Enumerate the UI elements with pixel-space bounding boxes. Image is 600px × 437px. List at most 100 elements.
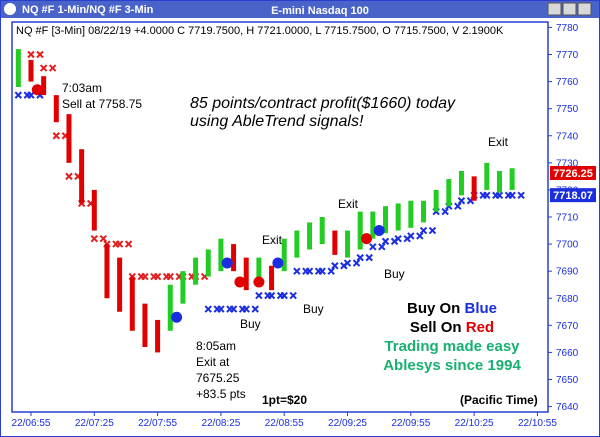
stop-marker	[457, 197, 475, 205]
stop-marker	[103, 240, 120, 248]
price-tag	[550, 188, 596, 203]
stop-marker	[356, 253, 373, 262]
annotation: Exit	[338, 197, 359, 211]
stop-marker	[242, 305, 259, 313]
annotation: using AbleTrend signals!	[190, 113, 364, 130]
stop-marker	[495, 191, 513, 200]
y-tick-label: 7680	[556, 294, 579, 305]
stop-marker	[204, 305, 221, 313]
stop-marker	[343, 259, 361, 267]
promo-line: Buy On Blue	[407, 300, 497, 317]
annotation: +83.5 pts	[196, 387, 246, 401]
stop-marker	[419, 226, 437, 235]
annotation: 8:05am	[196, 339, 236, 353]
signal-dot	[373, 225, 385, 237]
signal-dot	[234, 276, 246, 288]
annotation: 7:03am	[62, 81, 102, 95]
plot-area	[11, 21, 549, 413]
stop-marker	[141, 272, 158, 281]
y-tick-label: 7670	[556, 321, 579, 332]
y-tick-label: 7700	[556, 240, 579, 251]
stop-marker	[128, 272, 145, 281]
y-tick-label: 7660	[556, 348, 579, 359]
x-tick-label: 22/10:55	[518, 418, 557, 429]
annotation: (Pacific Time)	[460, 393, 538, 407]
stop-marker	[445, 202, 462, 210]
stop-marker	[217, 305, 234, 313]
signal-dot	[171, 311, 183, 323]
y-tick-label: 7770	[556, 50, 579, 61]
signal-dot	[361, 233, 373, 245]
stop-marker	[115, 240, 133, 248]
promo-text: Ablesys since 1994	[383, 357, 521, 374]
y-tick-label: 7690	[556, 267, 579, 278]
stop-marker	[305, 267, 323, 275]
annotation: Buy	[303, 302, 324, 316]
maximize-button[interactable]	[562, 2, 577, 16]
x-tick-label: 22/06:55	[12, 418, 51, 429]
y-tick-label: 7640	[556, 402, 579, 413]
window-buttons	[547, 2, 592, 16]
stop-marker	[394, 234, 411, 243]
price-tag-label: 7726.25	[553, 168, 593, 180]
stop-marker	[483, 191, 500, 200]
stop-marker	[27, 50, 44, 59]
bar-header: NQ #F [3-Min] 08/22/19 +4.0000 C 7719.75…	[16, 25, 504, 37]
window-title: NQ #F 1-Min/NQ #F 3-Min	[22, 4, 154, 16]
stop-marker	[331, 262, 348, 270]
signal-dot	[31, 84, 43, 96]
annotation: Exit at	[196, 355, 230, 369]
marks	[14, 49, 525, 353]
y-tick-label: 7750	[556, 104, 579, 115]
stop-marker	[27, 91, 44, 99]
app-icon	[4, 3, 16, 15]
stop-marker	[90, 234, 108, 243]
x-tick-label: 22/09:25	[328, 418, 367, 429]
stop-marker	[39, 64, 57, 72]
y-tick-label: 7650	[556, 375, 579, 386]
promo-text: Sell On	[410, 319, 462, 336]
x-tick-label: 22/07:25	[75, 418, 114, 429]
y-tick-label: 7780	[556, 23, 579, 34]
x-tick-label: 22/08:55	[265, 418, 304, 429]
stop-marker	[267, 291, 285, 300]
stop-marker	[229, 305, 247, 313]
y-tick-label: 7760	[556, 77, 579, 88]
stop-marker	[280, 291, 297, 300]
annotation: Sell at 7758.75	[62, 97, 142, 111]
y-tick-label: 7710	[556, 213, 579, 224]
annotation: 1pt=$20	[262, 393, 307, 407]
annotation: 85 points/contract profit($1660) today	[190, 95, 456, 112]
promo-text: Blue	[465, 300, 498, 317]
annotation: 7675.25	[196, 371, 240, 385]
close-button[interactable]	[577, 2, 592, 16]
price-tag-label: 7718.07	[553, 190, 593, 202]
title-bar	[1, 1, 599, 18]
y-tick-label: 7730	[556, 158, 579, 169]
stop-marker	[407, 232, 424, 240]
stop-marker	[153, 272, 171, 281]
signal-dot	[272, 257, 284, 269]
x-tick-label: 22/10:25	[455, 418, 494, 429]
promo-text: Buy On	[407, 300, 460, 317]
stop-marker	[508, 191, 525, 200]
stop-marker	[293, 267, 310, 275]
promo-text: Red	[466, 319, 494, 336]
x-tick-label: 22/07:55	[138, 418, 177, 429]
price-tag	[550, 165, 596, 180]
promo-line: Sell On Red	[410, 319, 494, 336]
signal-dot	[253, 276, 265, 288]
annotation: Buy	[240, 317, 261, 331]
stop-marker	[381, 237, 399, 246]
stop-marker	[166, 272, 183, 281]
stop-marker	[52, 132, 70, 140]
stop-marker	[14, 91, 32, 99]
x-tick-label: 22/09:55	[391, 418, 430, 429]
signal-dot	[221, 257, 233, 269]
x-tick-label: 22/08:25	[201, 418, 240, 429]
stop-marker	[65, 172, 82, 181]
minimize-button[interactable]	[547, 2, 562, 16]
annotation: Exit	[262, 233, 283, 247]
annotation: Exit	[488, 135, 509, 149]
